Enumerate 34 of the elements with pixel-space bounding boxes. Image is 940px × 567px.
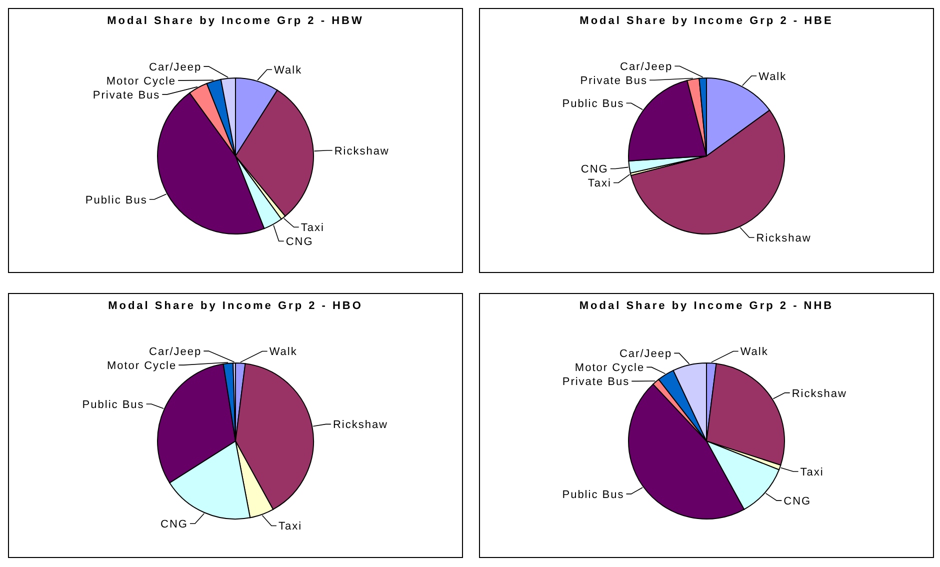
slice-label: Public Bus bbox=[562, 98, 624, 110]
slice-label: Walk bbox=[758, 70, 787, 83]
slice-label: Public Bus bbox=[85, 194, 148, 206]
slice-label: Private Bus bbox=[562, 376, 630, 388]
slice-label: CNG bbox=[286, 236, 314, 248]
slice-label: Public Bus bbox=[562, 488, 624, 501]
chart-title: Modal Share by Income Grp 2 - HBO bbox=[107, 300, 364, 312]
slice-label: Private Bus bbox=[580, 75, 648, 88]
slice-label: CNG bbox=[784, 496, 812, 508]
slice-label: CNG bbox=[580, 164, 608, 176]
slice-label: Motor Cycle bbox=[574, 362, 645, 374]
slice-label: Rickshaw bbox=[792, 388, 847, 400]
slice-label: Car/Jeep bbox=[149, 61, 202, 74]
slice-label: Car/Jeep bbox=[620, 61, 673, 74]
slice-label: Rickshaw bbox=[756, 232, 812, 244]
slice-label: Taxi bbox=[278, 520, 302, 533]
slice-label: Taxi bbox=[300, 222, 324, 234]
slice-label: CNG bbox=[160, 518, 188, 531]
slice-label: Walk bbox=[269, 346, 298, 358]
slice-label: Rickshaw bbox=[334, 145, 390, 158]
slice-label: Motor Cycle bbox=[106, 360, 177, 372]
slice-label: Private Bus bbox=[92, 89, 160, 102]
slice-label: Taxi bbox=[588, 178, 612, 190]
chart-title: Modal Share by Income Grp 2 - NHB bbox=[578, 300, 835, 312]
slice-label: Car/Jeep bbox=[619, 348, 672, 360]
slice-label: Rickshaw bbox=[332, 419, 388, 432]
slice-label: Public Bus bbox=[82, 399, 144, 412]
slice-label: Motor Cycle bbox=[106, 75, 176, 88]
slice-label: Car/Jeep bbox=[149, 346, 202, 358]
chart-title: Modal Share by Income Grp 2 - HBW bbox=[106, 15, 365, 27]
slice-label: Walk bbox=[740, 346, 768, 358]
slice-label: Walk bbox=[274, 64, 302, 77]
slice-label: Taxi bbox=[800, 466, 824, 479]
chart-title: Modal Share by Income Grp 2 - HBE bbox=[578, 15, 834, 27]
